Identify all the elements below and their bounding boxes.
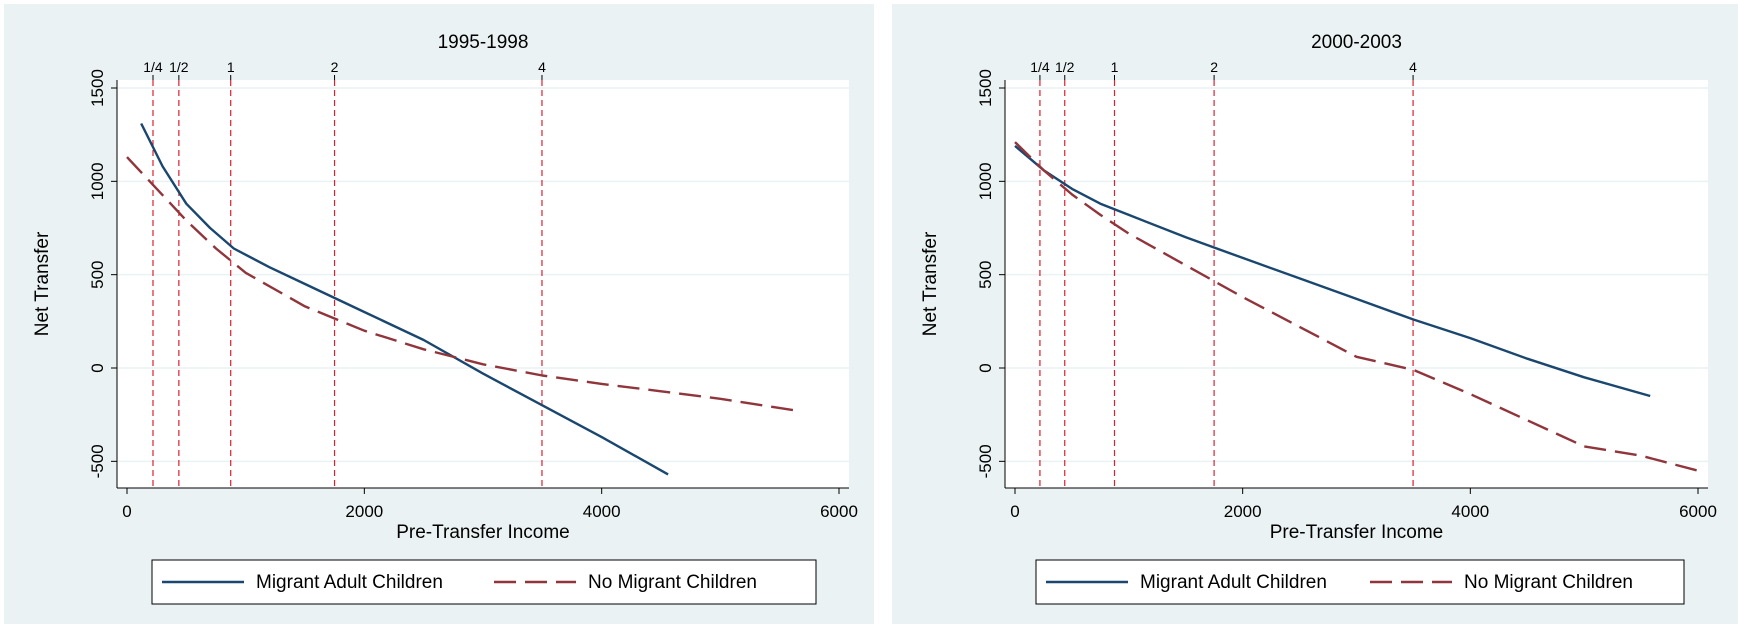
y-tick-label: 1500: [976, 69, 995, 107]
chart-title: 1995-1998: [438, 32, 529, 53]
y-tick-label: 0: [88, 363, 107, 372]
x-axis-title: Pre-Transfer Income: [396, 522, 570, 543]
x-tick-label: 2000: [345, 502, 383, 521]
reference-line-label: 4: [538, 59, 546, 75]
legend-box: [1035, 559, 1685, 605]
chart-title: 2000-2003: [1311, 32, 1402, 53]
x-tick-label: 0: [122, 502, 131, 521]
series-line: [1014, 141, 1699, 472]
reference-line-label: 1/4: [1030, 59, 1050, 75]
x-tick-label: 2000: [1224, 502, 1262, 521]
reference-line-label: 2: [331, 59, 339, 75]
plot-area: [117, 80, 849, 488]
series-line: [140, 122, 669, 476]
reference-line-label: 1: [227, 59, 235, 75]
y-tick-label: 1000: [976, 162, 995, 200]
series-line: [126, 156, 799, 413]
y-tick-label: 500: [976, 260, 995, 288]
series-line: [1014, 144, 1651, 398]
reference-line-label: 1/4: [143, 59, 163, 75]
y-tick-label: -500: [976, 444, 995, 478]
x-tick-label: 0: [1010, 502, 1019, 521]
chart-panel-2000-2003: -500 0 500 1000 1500 0 2000 4000 6000 1/4 1/2 1 2 4 20…: [892, 4, 1738, 624]
y-tick-label: 1500: [88, 69, 107, 107]
legend-box: [151, 559, 817, 605]
chart-2000-2003: -500 0 500 1000 1500 0 2000 4000 6000 1/4 1/2 1 2 4 20…: [920, 32, 1717, 605]
x-tick-label: 6000: [1679, 502, 1717, 521]
y-tick-label: 0: [976, 363, 995, 372]
x-tick-label: 6000: [820, 502, 858, 521]
x-tick-label: 4000: [583, 502, 621, 521]
y-axis-title: Net Transfer: [920, 231, 941, 336]
reference-line-label: 1: [1111, 59, 1119, 75]
reference-line-label: 4: [1409, 59, 1417, 75]
x-axis-title: Pre-Transfer Income: [1270, 522, 1444, 543]
y-tick-label: 1000: [88, 162, 107, 200]
legend-label: No Migrant Children: [1464, 572, 1633, 593]
chart-1995-1998: -500 0 500 1000 1500 0 2000 4000 6000 1/4 1/2 1 2 4 19…: [32, 32, 858, 605]
chart-panel-1995-1998: -500 0 500 1000 1500 0 2000 4000 6000 1/4 1/2 1 2 4 19…: [4, 4, 874, 624]
plot-area: [1005, 80, 1708, 488]
legend-label: Migrant Adult Children: [256, 572, 443, 593]
legend-label: Migrant Adult Children: [1140, 572, 1327, 593]
y-tick-label: 500: [88, 260, 107, 288]
x-tick-label: 4000: [1451, 502, 1489, 521]
reference-line-label: 1/2: [169, 59, 189, 75]
y-axis-title: Net Transfer: [32, 231, 53, 336]
reference-line-label: 1/2: [1055, 59, 1075, 75]
reference-line-label: 2: [1210, 59, 1218, 75]
y-tick-label: -500: [88, 444, 107, 478]
legend-label: No Migrant Children: [588, 572, 757, 593]
